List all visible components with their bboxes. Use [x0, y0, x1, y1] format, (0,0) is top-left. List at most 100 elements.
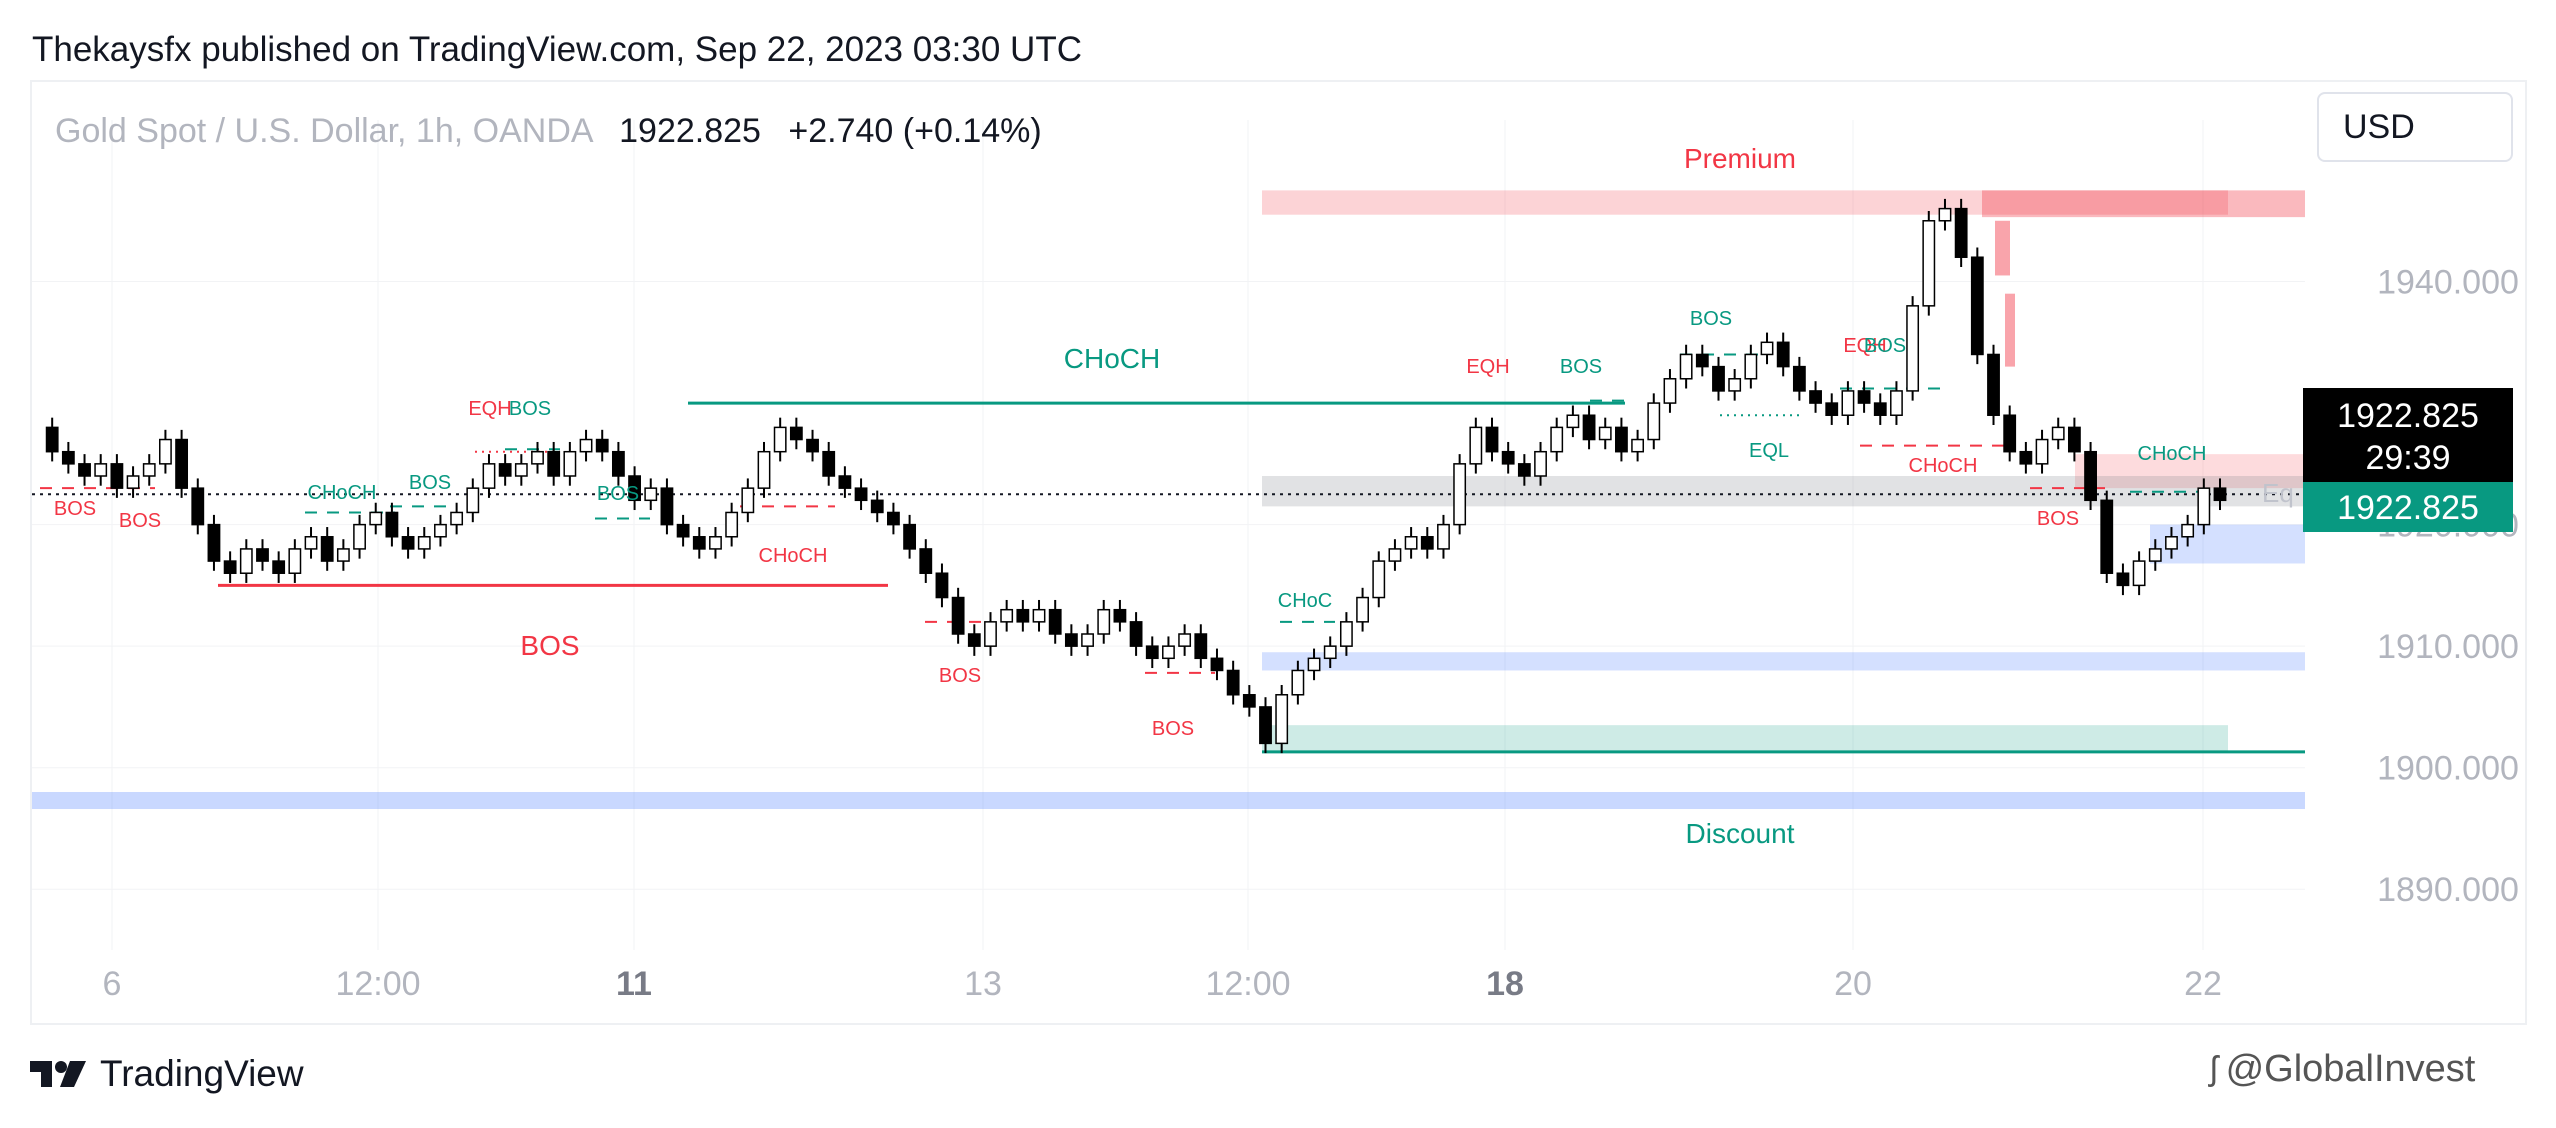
candle-body [110, 463, 124, 489]
premium-zone [1262, 190, 2228, 215]
candle-body [1615, 426, 1628, 453]
candle-body [984, 621, 997, 647]
candle-body [1129, 621, 1143, 647]
candle-body [369, 511, 383, 526]
bullish-orderblock [32, 792, 2305, 810]
candle-body [1776, 341, 1790, 368]
candle-body [498, 463, 512, 477]
candle-body [1679, 353, 1693, 380]
candle-body [191, 487, 205, 526]
candle-body [514, 463, 528, 477]
structure-label-bos: BOS [597, 483, 639, 505]
candle-body [1550, 426, 1564, 453]
structure-label-eqh: EQH [1466, 356, 1509, 378]
candle-body [223, 560, 237, 574]
candle-body [903, 523, 917, 550]
candle-body [142, 463, 156, 477]
candle-body [887, 511, 900, 526]
candle-body [1420, 536, 1434, 550]
candle-body [1032, 608, 1046, 623]
candle-body [1631, 438, 1645, 453]
publisher-caption: Thekaysfx published on TradingView.com, … [32, 30, 1082, 69]
structure-label-choch: CHoCH [759, 545, 828, 567]
currency-button[interactable]: USD [2317, 92, 2513, 162]
candle-body [1307, 657, 1321, 672]
candle-body [417, 536, 431, 550]
candle-body [1291, 669, 1305, 696]
structure-label-bos: BOS [2037, 508, 2079, 530]
candle-body [1760, 341, 1774, 356]
tradingview-logo[interactable]: TradingView [30, 1053, 304, 1095]
bearish-fvg [1995, 220, 2010, 276]
candle-body [1809, 390, 1822, 404]
candle-body [822, 450, 836, 477]
candle-body [2197, 487, 2211, 526]
structure-lines [32, 353, 2305, 754]
candle-body [563, 450, 577, 477]
price-series [45, 198, 2227, 754]
symbol-title[interactable]: Gold Spot / U.S. Dollar, 1h, OANDA [55, 112, 592, 150]
discount-label: Discount [1686, 818, 1795, 849]
structure-label-bos: BOS [939, 665, 981, 687]
candle-body [854, 487, 868, 502]
candle-body [531, 450, 544, 465]
candle-body [256, 548, 269, 562]
symbol-header: Gold Spot / U.S. Dollar, 1h, OANDA 1922.… [55, 112, 1042, 151]
candle-body [1873, 402, 1887, 416]
candle-body [789, 426, 803, 441]
structure-label-bos: BOS [520, 630, 579, 661]
candle-body [1857, 390, 1871, 404]
last-price-badge [2303, 388, 2513, 486]
structure-label-choch: CHoCH [1909, 455, 1978, 477]
candle-body [94, 463, 108, 477]
candle-body [1501, 450, 1515, 465]
candle-body [1453, 463, 1467, 526]
candle-body [1000, 608, 1014, 623]
tradingview-brand: TradingView [100, 1053, 304, 1094]
candle-body [1517, 463, 1531, 477]
candle-body [838, 475, 852, 489]
candle-body [1938, 207, 1952, 222]
candle-body [870, 499, 884, 514]
bearish-orderblock [2075, 454, 2305, 489]
price-axis: 1940.0001920.0001910.0001900.0001890.000… [103, 264, 2519, 1003]
candle-body [2084, 450, 2097, 502]
candle-body [466, 487, 480, 514]
candle-body [1388, 548, 1402, 562]
candle-body [579, 438, 593, 453]
discount-zone [1262, 725, 2228, 752]
x-tick-label: 18 [1486, 965, 1524, 1003]
candle-body [692, 536, 706, 550]
candle-body [2067, 426, 2081, 453]
candle-body [385, 511, 399, 538]
candle-body [1485, 426, 1499, 453]
candle-body [1064, 633, 1078, 647]
candle-body [2181, 523, 2195, 538]
candle-body [1437, 523, 1450, 550]
bearish-fvg [2005, 293, 2015, 367]
y-tick-label: 1940.000 [2377, 264, 2519, 302]
candle-body [1210, 657, 1224, 672]
structure-label-choch: CHoCH [2138, 443, 2207, 465]
x-tick-label: 13 [964, 965, 1002, 1003]
x-tick-label: 6 [103, 965, 122, 1003]
candle-body [757, 450, 771, 489]
structure-label-bos: BOS [1864, 335, 1906, 357]
candle-body [1356, 596, 1369, 623]
structure-label-choch: CHoCH [1064, 343, 1160, 374]
candle-body [611, 450, 625, 477]
structure-label-bos: BOS [1560, 356, 1602, 378]
watermark: ʃ @GlobalInvest [2210, 1048, 2475, 1091]
candle-body [1744, 353, 1758, 380]
candle-body [61, 450, 75, 465]
candle-body [1242, 694, 1256, 708]
x-tick-label: 20 [1834, 965, 1872, 1003]
candle-body [644, 487, 658, 502]
candle-body [1712, 365, 1725, 392]
weibo-icon: ʃ [2210, 1050, 2218, 1088]
bullish-orderblock [1262, 652, 2305, 671]
candle-body [595, 438, 609, 453]
candle-body [1275, 694, 1289, 745]
x-tick-label: 12:00 [1205, 965, 1290, 1003]
